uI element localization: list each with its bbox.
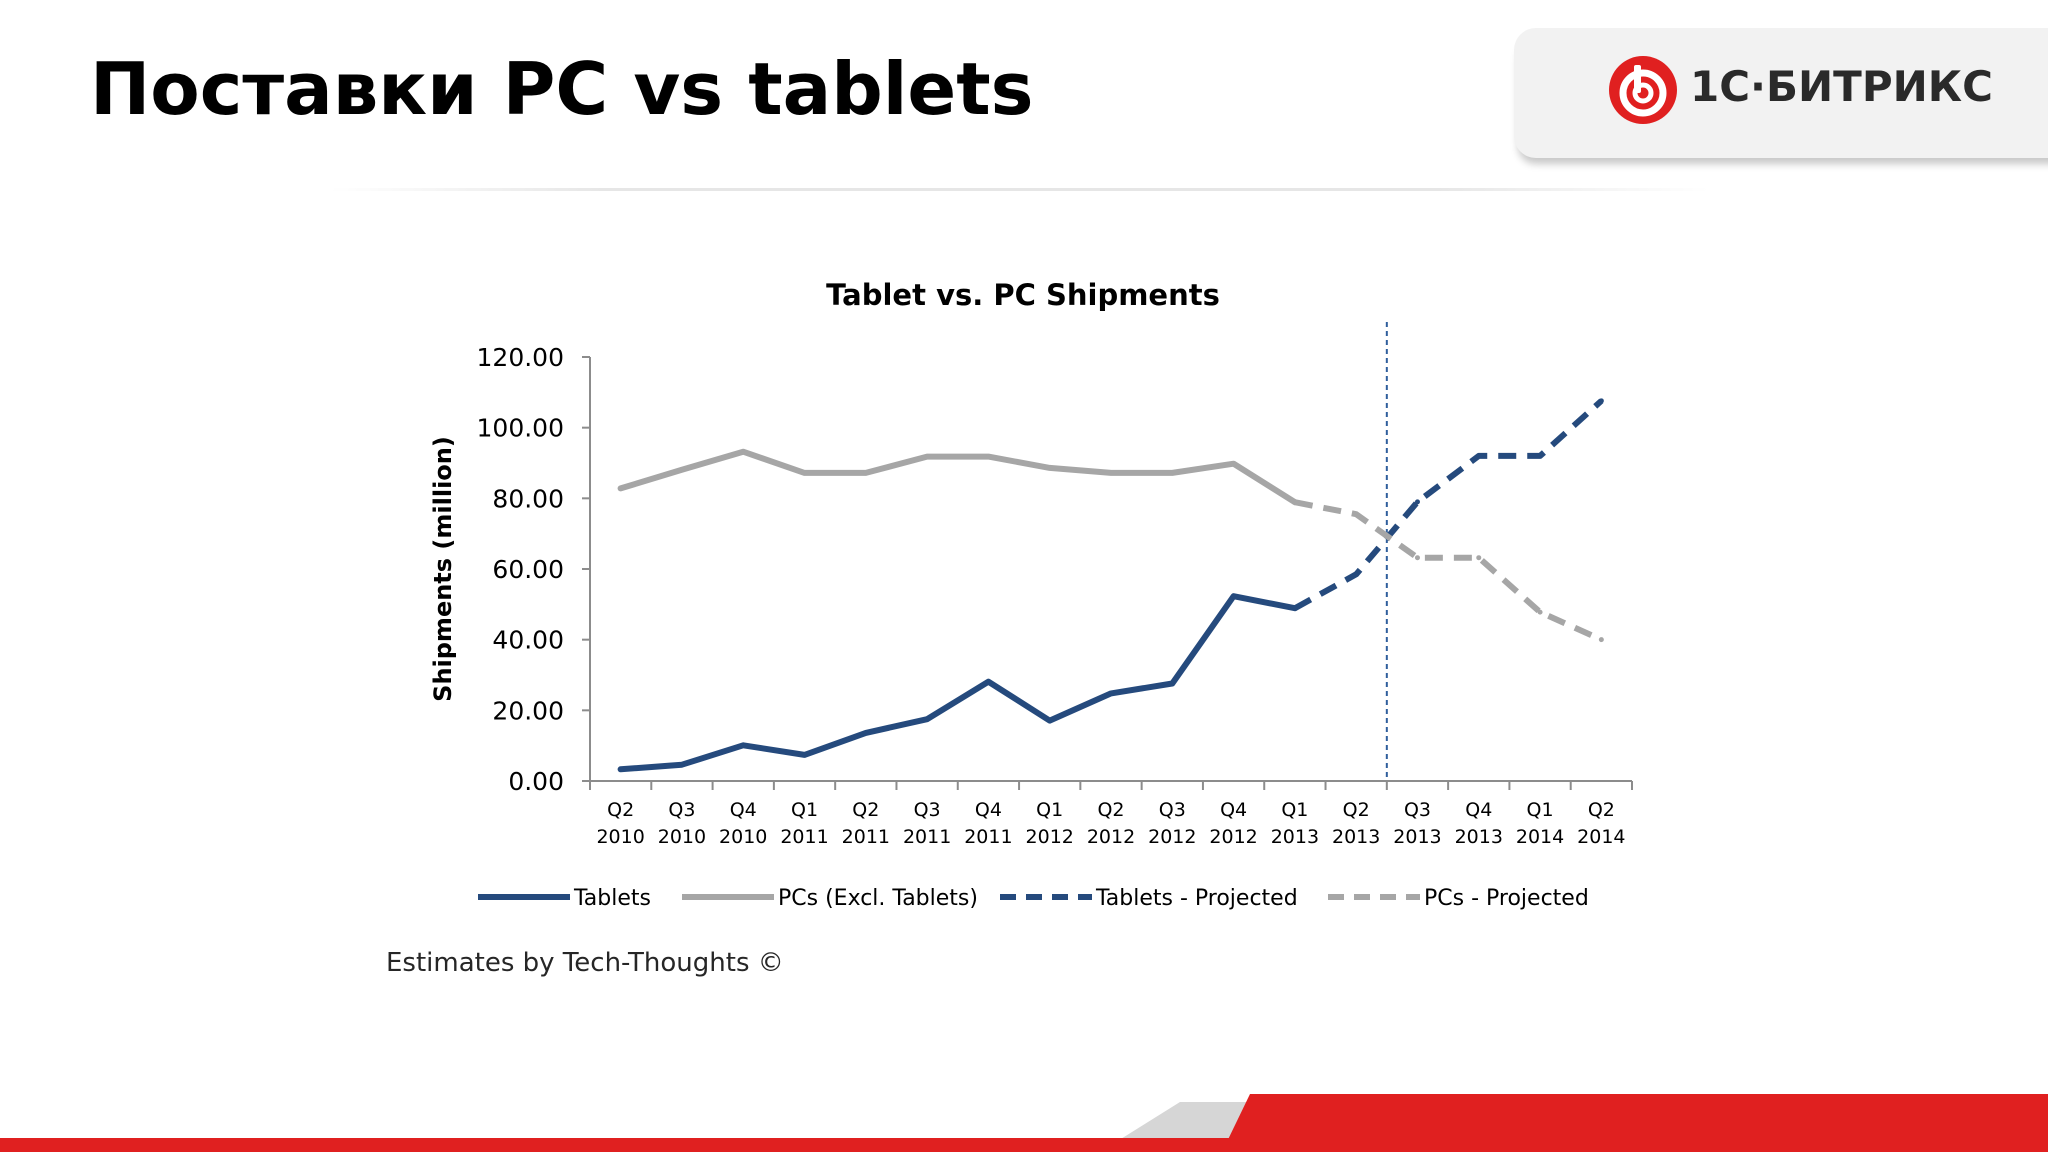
x-tick-label-quarter: Q3 [914, 799, 941, 821]
x-tick-label-year: 2012 [1209, 826, 1257, 848]
data-point [985, 679, 991, 685]
data-point [679, 762, 685, 768]
data-point [740, 449, 746, 455]
legend-label: Tablets - Projected [1095, 886, 1298, 911]
title-divider [330, 188, 1710, 191]
x-tick-label-year: 2011 [780, 826, 828, 848]
x-tick-label-quarter: Q2 [607, 799, 634, 821]
data-point [1598, 637, 1604, 643]
x-tick-label-year: 2011 [903, 826, 951, 848]
y-axis-label: Shipments (million) [429, 436, 457, 702]
data-point [1414, 555, 1420, 561]
data-point [1231, 593, 1237, 599]
data-point [1537, 453, 1543, 459]
estimates-credit: Estimates by Tech-Thoughts © [386, 948, 784, 978]
chart-title: Tablet vs. PC Shipments [826, 278, 1220, 312]
shipments-line-chart: Tablet vs. PC Shipments Shipments (millio… [429, 278, 1633, 911]
slide-title: Поставки PC vs tablets [90, 47, 1034, 131]
data-point [1108, 690, 1114, 696]
data-point [1169, 470, 1175, 476]
x-tick-label-quarter: Q2 [852, 799, 879, 821]
series-line-3 [1293, 398, 1604, 611]
data-point [740, 742, 746, 748]
data-point [1598, 398, 1604, 404]
series-line-4 [1294, 499, 1603, 643]
series-line-2 [617, 448, 1298, 506]
x-tick-label-year: 2013 [1393, 826, 1441, 848]
data-point [1353, 571, 1359, 577]
data-point [1108, 470, 1114, 476]
x-tick-label-quarter: Q2 [1588, 799, 1615, 821]
data-point [1476, 555, 1482, 561]
x-tick-label-quarter: Q4 [730, 799, 757, 821]
x-tick-label-quarter: Q3 [668, 799, 695, 821]
footer-red-strip [0, 1138, 2048, 1152]
data-point [985, 454, 991, 460]
legend-label: PCs - Projected [1424, 886, 1589, 911]
legend-label: Tablets [573, 886, 651, 911]
data-point [924, 716, 930, 722]
x-tick-label-year: 2010 [719, 826, 767, 848]
x-tick-label-year: 2013 [1271, 826, 1319, 848]
data-point [1414, 499, 1420, 505]
data-point [618, 485, 624, 491]
x-tick-label-year: 2011 [842, 826, 890, 848]
y-tick-label: 60.00 [492, 555, 564, 584]
footer-band [0, 1094, 2048, 1152]
x-tick-label-year: 2010 [596, 826, 644, 848]
x-tick-label-quarter: Q4 [975, 799, 1002, 821]
x-tick-label-quarter: Q2 [1097, 799, 1124, 821]
y-tick-label: 0.00 [508, 767, 564, 796]
data-point [1231, 461, 1237, 467]
data-point [1353, 511, 1359, 517]
x-tick-label-quarter: Q1 [1527, 799, 1554, 821]
x-tick-label-year: 2013 [1332, 826, 1380, 848]
data-point [679, 467, 685, 473]
x-tick-label-year: 2014 [1577, 826, 1625, 848]
x-tick-label-year: 2010 [658, 826, 706, 848]
data-point [1292, 605, 1298, 611]
y-tick-label: 20.00 [492, 696, 564, 725]
x-tick-label-quarter: Q1 [1281, 799, 1308, 821]
x-tick-label-year: 2012 [1087, 826, 1135, 848]
data-point [1047, 465, 1053, 471]
data-point [863, 730, 869, 736]
y-tick-label: 80.00 [492, 484, 564, 513]
y-tick-label: 100.00 [477, 414, 564, 443]
x-tick-label-year: 2012 [1148, 826, 1196, 848]
data-point [802, 470, 808, 476]
data-point [1476, 453, 1482, 459]
data-point [1292, 499, 1298, 505]
x-tick-label-year: 2014 [1516, 826, 1564, 848]
x-tick-label-year: 2011 [964, 826, 1012, 848]
y-tick-label: 120.00 [477, 343, 564, 372]
data-point [863, 470, 869, 476]
y-tick-label: 40.00 [492, 626, 564, 655]
x-tick-label-year: 2012 [1026, 826, 1074, 848]
x-tick-label-quarter: Q3 [1159, 799, 1186, 821]
data-point [802, 752, 808, 758]
data-point [1169, 680, 1175, 686]
x-tick-label-quarter: Q1 [1036, 799, 1063, 821]
footer-red-band [1222, 1094, 2048, 1152]
data-point [1047, 718, 1053, 724]
x-tick-label-quarter: Q3 [1404, 799, 1431, 821]
bitrix-logo-icon [1609, 56, 1677, 124]
data-point [618, 766, 624, 772]
x-tick-label-quarter: Q1 [791, 799, 818, 821]
data-point [1537, 609, 1543, 615]
x-tick-label-quarter: Q4 [1220, 799, 1247, 821]
legend-label: PCs (Excl. Tablets) [778, 886, 978, 911]
brand-logo-tab: 1С·БИТРИКС [1514, 28, 2048, 158]
x-tick-label-quarter: Q2 [1343, 799, 1370, 821]
x-tick-label-year: 2013 [1455, 826, 1503, 848]
data-point [924, 454, 930, 460]
x-tick-label-quarter: Q4 [1465, 799, 1492, 821]
brand-logo-text: 1С·БИТРИКС [1690, 62, 1993, 111]
series-line-1 [617, 593, 1298, 773]
